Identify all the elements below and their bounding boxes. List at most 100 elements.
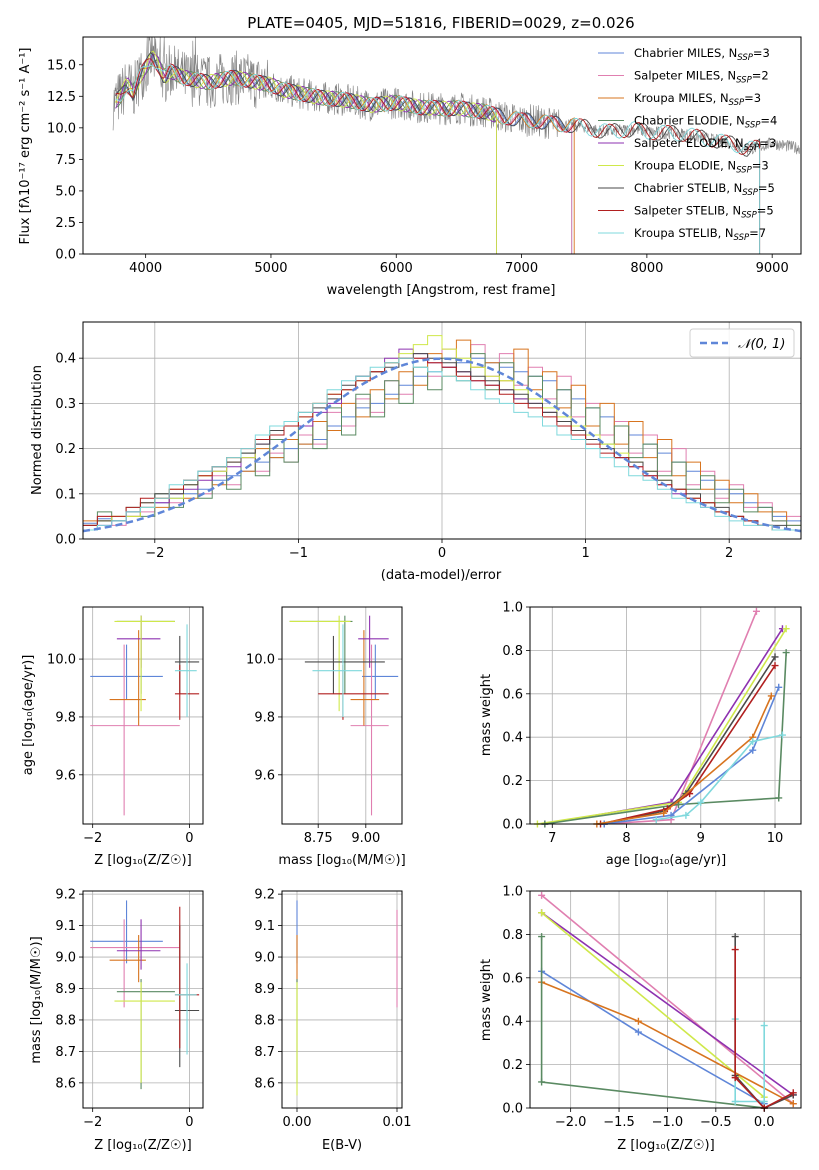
age-vs-mass-frame [281, 606, 403, 825]
y-tick-label: 8.7 [55, 1045, 76, 1060]
mass-weight-marker [697, 798, 705, 806]
mass-weight-marker [771, 662, 779, 670]
age-vs-mass-panel: 8.75 9.00 9.6 9.8 10.0 mass [log₁₀(M/M☉)] [246, 606, 406, 868]
y-tick-label: 10.0 [47, 121, 76, 136]
spectrum-legend: Chabrier MILES, NSSP=3 Salpeter MILES, NS… [598, 46, 777, 243]
residual-histogram [82, 357, 801, 539]
y-tick-label: 10.0 [246, 653, 275, 668]
age-vs-z-ticks: −2 0 9.6 9.8 10.0 [47, 653, 194, 846]
y-tick-label: 0.8 [502, 928, 523, 943]
massweight-vs-z-frame [529, 890, 802, 1109]
mass-weight-line [604, 610, 758, 825]
y-tick-label: 0.0 [55, 248, 76, 263]
y-tick-label: 0.4 [502, 1015, 523, 1030]
mass-vs-ebv-plot-area [282, 891, 402, 1108]
legend-label: Kroupa ELODIE, NSSP=3 [634, 159, 769, 176]
mass-weight-line [604, 686, 780, 825]
mass-vs-z-frame [82, 890, 204, 1109]
mass-weight-marker [749, 746, 757, 754]
spectrum-frame [82, 36, 802, 255]
massweight-vs-age-plot-area [530, 606, 801, 828]
massweight-vs-age-panel: 7 8 9 10 0.0 0.2 0.4 0.6 0.8 1.0 age [log₁₀(age/y… [479, 601, 802, 868]
y-tick-label: 8.7 [254, 1045, 275, 1060]
model-spectrum-line [115, 51, 761, 254]
x-tick-label: 7 [548, 831, 556, 846]
residuals-legend-box [689, 328, 795, 358]
mass-weight-marker [731, 946, 739, 954]
y-tick-label: 9.1 [254, 919, 275, 934]
mass-vs-z-ylabel: mass [log₁₀(M/M☉)] [29, 936, 44, 1063]
x-tick-label: −1.0 [652, 1115, 684, 1130]
massweight-vs-age-frame [529, 606, 802, 825]
mass-weight-line [541, 894, 794, 1105]
legend-label: Kroupa MILES, NSSP=3 [634, 91, 761, 108]
x-tick-label: 0 [185, 1115, 193, 1130]
age-vs-z-xlabel: Z [log₁₀(Z/Z☉)] [94, 853, 191, 868]
y-tick-label: 0.1 [55, 487, 76, 502]
mass-weight-marker [789, 1100, 797, 1108]
y-tick-label: 9.2 [55, 888, 76, 903]
model-spectrum-line [115, 65, 575, 254]
x-tick-label: −1 [289, 546, 308, 561]
massweight-vs-z-ticks: −2.0 −1.5 −1.0 −0.5 0.0 0.0 0.2 0.4 0.6 0.8 1.0 [502, 885, 774, 1131]
y-tick-label: 0.0 [502, 818, 523, 833]
x-tick-label: 1 [581, 546, 589, 561]
y-tick-label: 7.5 [55, 153, 76, 168]
massweight-vs-z-xlabel: Z [log₁₀(Z/Z☉)] [617, 1138, 714, 1153]
mass-weight-line [734, 949, 794, 1109]
y-tick-label: 0.2 [55, 442, 76, 457]
mass-weight-line [596, 695, 773, 825]
mass-vs-ebv-panel: 0.00 0.01 8.6 8.7 8.8 8.9 9.0 9.1 9.2 E(B-V) [254, 888, 411, 1153]
mass-weight-line [541, 912, 794, 1096]
mass-weight-marker [749, 738, 757, 746]
mass-weight-marker [538, 1078, 546, 1086]
legend-label: Kroupa STELIB, NSSP=7 [634, 226, 766, 243]
spectrum-title: PLATE=0405, MJD=51816, FIBERID=0029, z=0… [247, 14, 634, 32]
x-tick-label: −0.5 [700, 1115, 732, 1130]
model-spectrum-line [115, 58, 761, 254]
legend-label: Chabrier MILES, NSSP=3 [634, 46, 770, 63]
mass-weight-marker [789, 1089, 797, 1097]
mass-weight-marker [634, 1028, 642, 1036]
mass-weight-line [541, 970, 765, 1105]
x-tick-label: −2.0 [555, 1115, 587, 1130]
mass-weight-marker [652, 816, 660, 824]
x-tick-label: −2 [83, 1115, 102, 1130]
mass-weight-marker [731, 1074, 739, 1082]
x-tick-label: 0 [185, 831, 193, 846]
y-tick-label: 8.8 [55, 1013, 76, 1028]
spectrum-ticks: 4000 5000 6000 7000 8000 9000 0.0 2.5 5.0 7.5 10.0… [47, 58, 789, 276]
x-tick-label: 8.75 [304, 831, 333, 846]
mass-weight-marker [731, 933, 739, 941]
y-tick-label: 0.4 [502, 731, 523, 746]
mass-weight-marker [775, 683, 783, 691]
mass-weight-marker [778, 731, 786, 739]
normal-curve [82, 357, 802, 533]
x-tick-label: 0 [438, 546, 446, 561]
y-tick-label: 9.0 [55, 951, 76, 966]
age-vs-mass-ticks: 8.75 9.00 9.6 9.8 10.0 [246, 653, 380, 846]
y-tick-label: 8.8 [254, 1013, 275, 1028]
y-tick-label: 8.6 [55, 1076, 76, 1091]
x-tick-label: 0.01 [383, 1115, 412, 1130]
x-tick-label: 9 [697, 831, 705, 846]
mass-weight-marker [538, 909, 546, 917]
massweight-vs-z-ylabel: mass weight [479, 959, 494, 1041]
mass-weight-marker [752, 607, 760, 615]
mass-weight-line [544, 652, 787, 825]
x-tick-label: 9000 [756, 261, 789, 276]
x-tick-label: 8000 [630, 261, 663, 276]
mass-vs-ebv-frame [281, 890, 403, 1109]
x-tick-label: 0.00 [283, 1115, 312, 1130]
mass-weight-marker [760, 1097, 768, 1105]
mass-weight-marker [538, 933, 546, 941]
age-vs-mass-plot-area [282, 607, 402, 824]
y-tick-label: 8.9 [254, 982, 275, 997]
legend-label: Chabrier ELODIE, NSSP=4 [634, 114, 777, 131]
mass-vs-z-ticks: −2 0 8.6 8.7 8.8 8.9 9.0 9.1 9.2 [55, 888, 193, 1130]
y-tick-label: 9.0 [254, 951, 275, 966]
y-tick-label: 5.0 [55, 184, 76, 199]
mass-weight-marker [771, 653, 779, 661]
y-tick-label: 12.5 [47, 90, 76, 105]
